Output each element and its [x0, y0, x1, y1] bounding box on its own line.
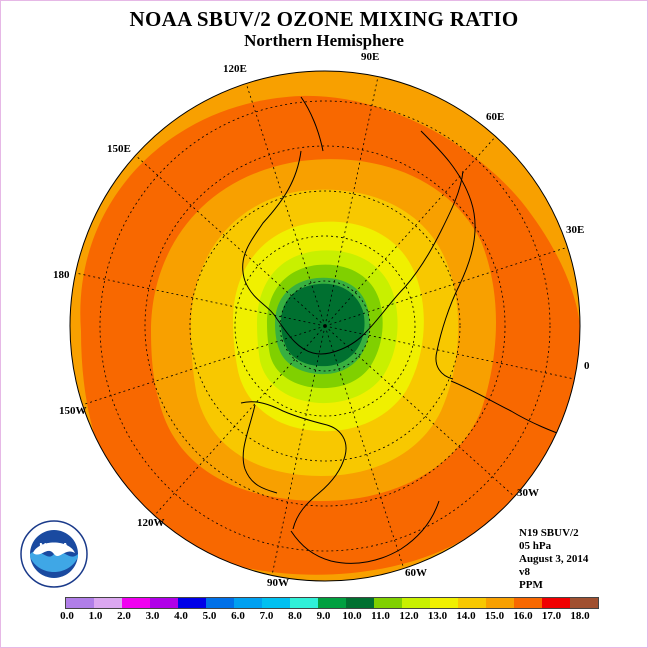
color-scale-swatch — [94, 598, 122, 608]
version-label: v8 — [519, 566, 530, 578]
color-scale-tick: 6.0 — [231, 610, 245, 622]
lon-label-60e: 60E — [486, 111, 505, 123]
color-scale-tick: 8.0 — [288, 610, 302, 622]
color-scale-tick: 11.0 — [371, 610, 390, 622]
color-scale-swatch — [346, 598, 374, 608]
lon-label-30e: 30E — [566, 224, 585, 236]
color-scale-swatch — [542, 598, 570, 608]
band-9 — [281, 283, 365, 367]
color-scale-swatch — [514, 598, 542, 608]
lon-label-180: 180 — [53, 269, 70, 281]
chart-title: NOAA SBUV/2 OZONE MIXING RATIO — [129, 7, 519, 31]
noaa-logo: NOAA — [20, 520, 88, 588]
color-scale-swatch — [262, 598, 290, 608]
lon-label-120w: 120W — [137, 517, 165, 529]
info-block: N19 SBUV/2 05 hPa August 3, 2014 v8 PPM — [519, 527, 588, 592]
lon-label-120e: 120E — [223, 63, 247, 75]
color-scale-tick: 2.0 — [117, 610, 131, 622]
color-scale-tick: 1.0 — [88, 610, 103, 622]
color-scale-swatch — [374, 598, 402, 608]
color-scale-swatch — [486, 598, 514, 608]
ozone-bands — [70, 71, 580, 581]
color-scale-swatch — [150, 598, 178, 608]
color-scale-tick: 7.0 — [259, 610, 274, 622]
color-scale-swatch — [122, 598, 150, 608]
color-scale-tick: 3.0 — [145, 610, 160, 622]
color-scale-tick: 4.0 — [174, 610, 188, 622]
graticule — [75, 76, 575, 576]
lon-label-0: 0 — [584, 360, 590, 372]
latitude-circle — [189, 190, 461, 462]
color-scale-tick: 14.0 — [456, 610, 476, 622]
color-scale-swatch — [290, 598, 318, 608]
color-scale-swatch — [234, 598, 262, 608]
color-scale-tick: 17.0 — [541, 610, 562, 622]
satellite-label: N19 SBUV/2 — [519, 527, 579, 539]
latitude-circle — [279, 280, 371, 372]
color-scale-tick: 10.0 — [342, 610, 362, 622]
color-scale-swatch — [318, 598, 346, 608]
logo-wordmark: NOAA — [39, 542, 68, 553]
color-scale-swatch — [402, 598, 430, 608]
color-scale-tick: 12.0 — [399, 610, 419, 622]
units-label: PPM — [519, 579, 543, 591]
color-scale-swatch — [66, 598, 94, 608]
color-scale-tick: 9.0 — [316, 610, 331, 622]
color-scale-swatch — [430, 598, 458, 608]
color-scale-tick: 15.0 — [484, 610, 505, 622]
lon-label-150w: 150W — [59, 405, 87, 417]
lon-label-30w: 30W — [517, 487, 539, 499]
pressure-level-label: 05 hPa — [519, 540, 552, 552]
color-scale-ticks: 0.0 1.0 2.0 3.0 4.0 5.0 6.0 7.0 8.0 9.0 10.0 11.0 12… — [1, 610, 647, 624]
map-border — [69, 70, 581, 582]
color-scale-swatch — [570, 598, 598, 608]
color-scale-swatch — [458, 598, 486, 608]
lon-label-150e: 150E — [107, 143, 131, 155]
lon-label-90e: 90E — [361, 51, 380, 63]
date-label: August 3, 2014 — [519, 553, 589, 565]
latitude-circle — [144, 145, 506, 507]
color-scale-tick: 0.0 — [60, 610, 74, 622]
chart-subtitle: Northern Hemisphere — [244, 31, 404, 50]
color-scale-swatch — [206, 598, 234, 608]
color-scale-tick: 5.0 — [202, 610, 217, 622]
lon-label-90w: 90W — [267, 577, 289, 589]
color-scale-swatch — [178, 598, 206, 608]
latitude-circle — [99, 100, 551, 552]
color-scale-tick: 13.0 — [427, 610, 448, 622]
latitude-circle — [234, 235, 416, 417]
lon-label-60w: 60W — [405, 567, 427, 579]
color-scale-bar — [65, 597, 599, 609]
color-scale-tick: 16.0 — [513, 610, 533, 622]
color-scale-tick: 18.0 — [570, 610, 590, 622]
